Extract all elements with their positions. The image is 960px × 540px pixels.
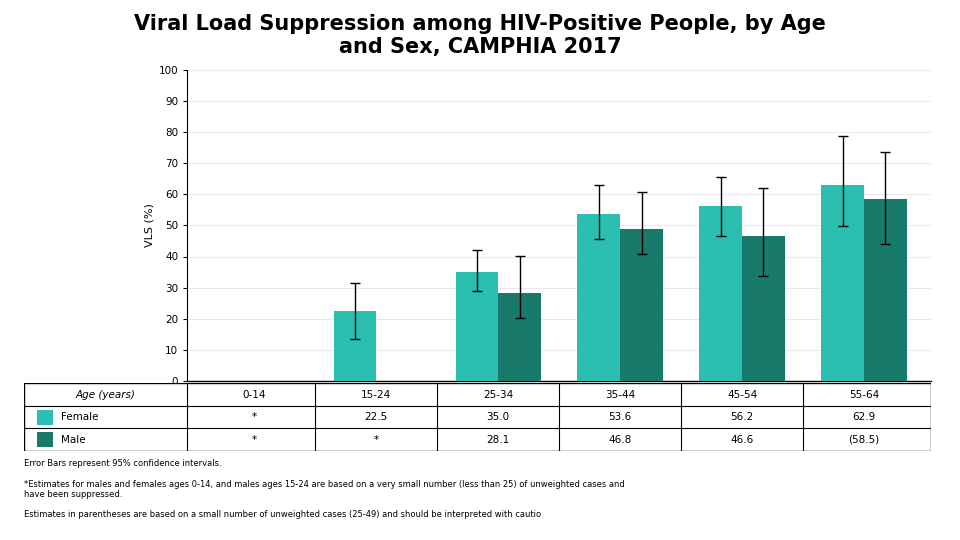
Text: (58.5): (58.5) <box>849 435 879 444</box>
Text: 28.1: 28.1 <box>487 435 510 444</box>
Text: 35.0: 35.0 <box>487 412 510 422</box>
Bar <box>620 229 662 381</box>
Text: 0-14: 0-14 <box>243 390 266 400</box>
Text: 46.8: 46.8 <box>609 435 632 444</box>
Bar <box>578 214 620 381</box>
Bar <box>864 199 907 381</box>
Text: *: * <box>373 435 379 444</box>
Text: 55-64: 55-64 <box>849 390 879 400</box>
Text: 53.6: 53.6 <box>609 412 632 422</box>
Text: 15-24: 15-24 <box>361 390 392 400</box>
Bar <box>498 293 540 381</box>
Text: Estimates in parentheses are based on a small number of unweighted cases (25-49): Estimates in parentheses are based on a … <box>24 510 541 519</box>
Text: *: * <box>252 435 257 444</box>
Text: Error Bars represent 95% confidence intervals.: Error Bars represent 95% confidence inte… <box>24 459 222 468</box>
Text: Viral Load Suppression among HIV-Positive People, by Age
and Sex, CAMPHIA 2017: Viral Load Suppression among HIV-Positiv… <box>134 14 826 57</box>
Text: 62.9: 62.9 <box>852 412 876 422</box>
Text: 22.5: 22.5 <box>365 412 388 422</box>
FancyBboxPatch shape <box>37 410 54 424</box>
Bar <box>456 272 498 381</box>
Y-axis label: VLS (%): VLS (%) <box>144 204 155 247</box>
Text: 56.2: 56.2 <box>731 412 754 422</box>
Bar <box>742 236 785 381</box>
Text: Male: Male <box>60 435 85 444</box>
Text: 46.6: 46.6 <box>731 435 754 444</box>
Bar <box>333 311 376 381</box>
Text: *: * <box>252 412 257 422</box>
FancyBboxPatch shape <box>24 383 931 451</box>
Text: 35-44: 35-44 <box>605 390 636 400</box>
Text: Age (years): Age (years) <box>76 390 135 400</box>
Text: 45-54: 45-54 <box>727 390 757 400</box>
Text: Female: Female <box>60 412 98 422</box>
Text: 25-34: 25-34 <box>483 390 514 400</box>
FancyBboxPatch shape <box>37 432 54 447</box>
Bar <box>822 185 864 381</box>
Text: *Estimates for males and females ages 0-14, and males ages 15-24 are based on a : *Estimates for males and females ages 0-… <box>24 480 625 499</box>
Bar <box>700 206 742 381</box>
